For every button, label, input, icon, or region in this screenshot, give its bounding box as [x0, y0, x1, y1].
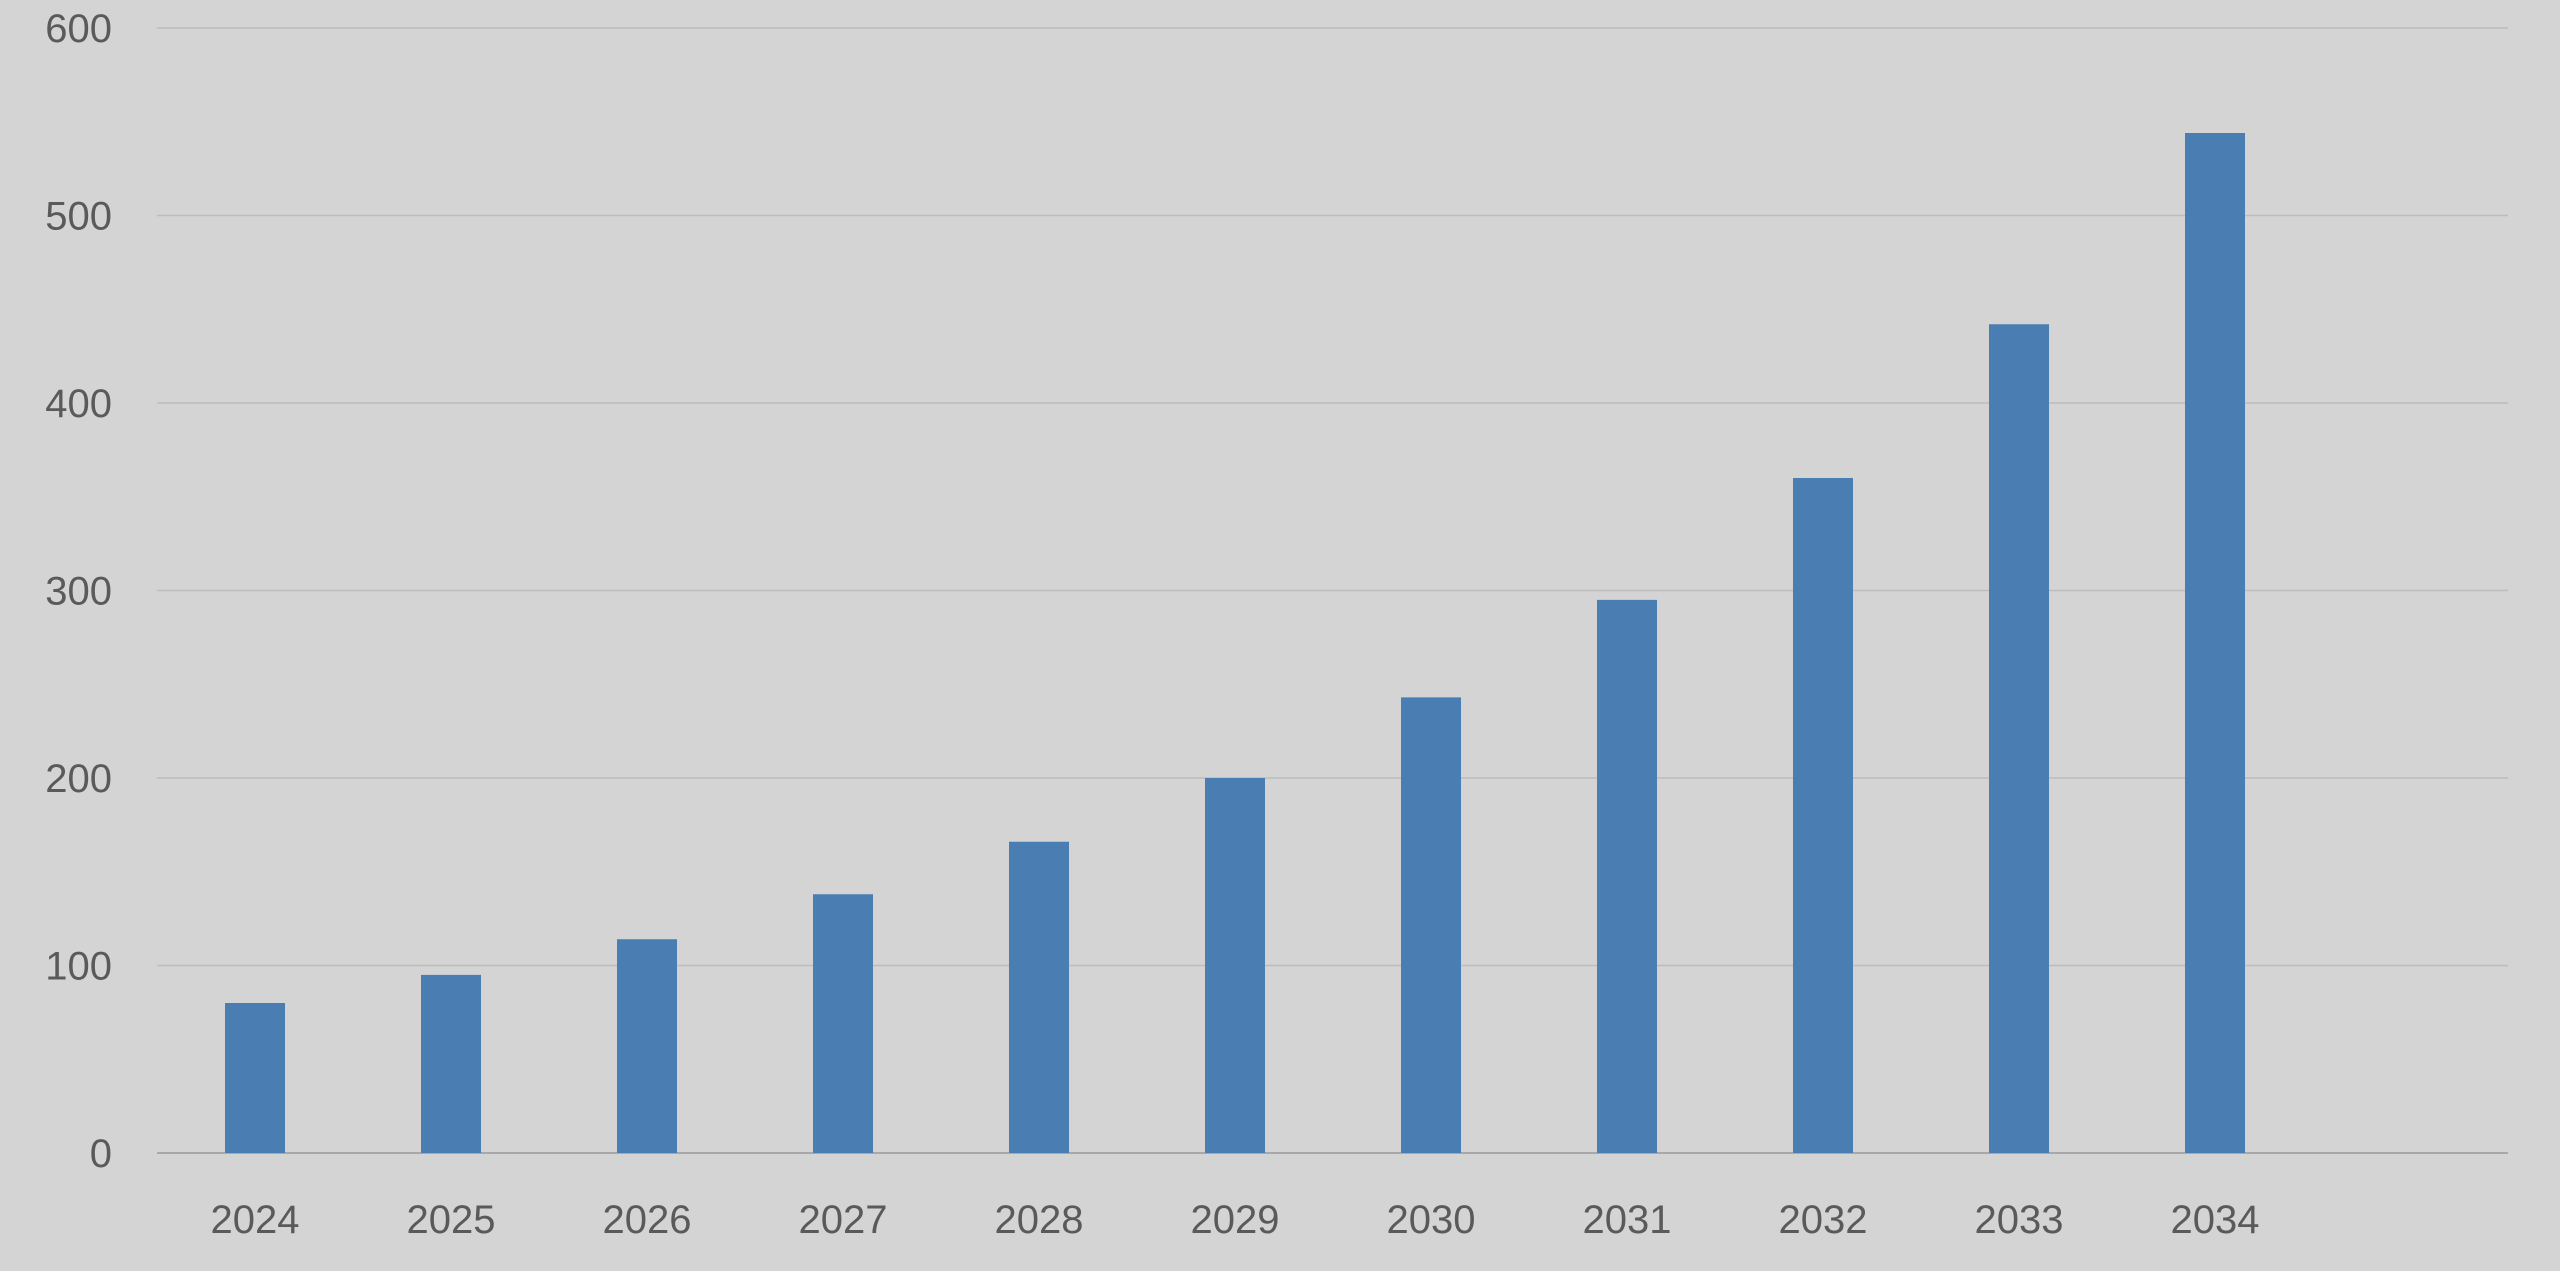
y-tick-label-500: 500 [45, 195, 112, 239]
x-tick-label-2034: 2034 [2171, 1198, 2260, 1242]
bar-2033 [1989, 324, 2049, 1153]
bar-2029 [1205, 778, 1265, 1153]
y-tick-label-300: 300 [45, 570, 112, 614]
x-axis-tick-labels: 2024 2025 2026 2027 2028 2029 2030 2031 2032 2033… [211, 1198, 2260, 1242]
bar-2028 [1009, 841, 1069, 1153]
x-tick-label-2025: 2025 [407, 1198, 496, 1242]
x-tick-label-2024: 2024 [211, 1198, 300, 1242]
y-axis-tick-labels: 0 100 200 300 400 500 600 [45, 7, 112, 1176]
x-tick-label-2027: 2027 [799, 1198, 888, 1242]
x-tick-label-2032: 2032 [1779, 1198, 1868, 1242]
bar-2031 [1597, 599, 1657, 1153]
bar-2034 [2185, 133, 2245, 1153]
y-tick-label-200: 200 [45, 757, 112, 801]
x-tick-label-2030: 2030 [1387, 1198, 1476, 1242]
bar-2024 [225, 1003, 285, 1153]
x-tick-label-2031: 2031 [1583, 1198, 1672, 1242]
bars [225, 133, 2245, 1153]
bar-2027 [813, 894, 873, 1153]
x-tick-label-2026: 2026 [603, 1198, 692, 1242]
bar-2030 [1401, 697, 1461, 1153]
x-tick-label-2033: 2033 [1975, 1198, 2064, 1242]
bar-2032 [1793, 478, 1853, 1153]
bar-2026 [617, 939, 677, 1153]
x-tick-label-2029: 2029 [1191, 1198, 1280, 1242]
y-tick-label-400: 400 [45, 382, 112, 426]
bar-2025 [421, 974, 481, 1153]
y-tick-label-600: 600 [45, 7, 112, 51]
gridlines [157, 27, 2508, 1154]
x-tick-label-2028: 2028 [995, 1198, 1084, 1242]
y-tick-label-0: 0 [90, 1132, 112, 1176]
y-tick-label-100: 100 [45, 945, 112, 989]
